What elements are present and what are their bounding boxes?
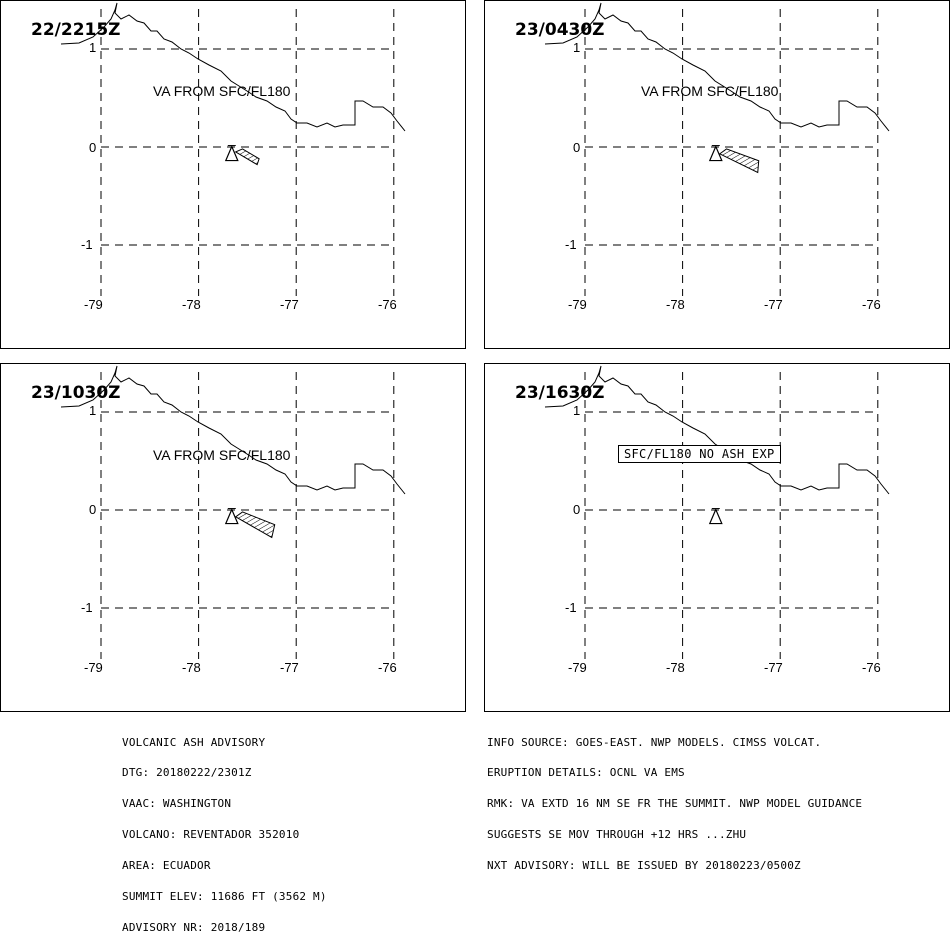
advisory-line: VOLCANIC ASH ADVISORY	[122, 735, 266, 749]
map-svg-3	[60, 365, 406, 659]
map-panel-4: 23/1630Z SFC/FL180 NO ASH EXP 1 0 -1 -79…	[484, 363, 950, 712]
advisory-line: DTG: 20180222/2301Z	[122, 766, 252, 780]
ash-label: VA FROM SFC/FL180	[153, 83, 291, 99]
lon-tick-76: -76	[378, 297, 397, 312]
map-svg-4	[544, 365, 890, 659]
advisory-line: ADVISORY NR: 2018/189	[122, 920, 266, 934]
lat-tick-1: 1	[573, 403, 581, 418]
coastline	[544, 365, 890, 495]
map-panel-1: 22/2215Z VA FROM SFC/FL180 1 0 -1 -79 -7…	[0, 0, 466, 349]
ash-label: VA FROM SFC/FL180	[153, 447, 291, 463]
lon-tick-78: -78	[666, 297, 685, 312]
no-ash-label: SFC/FL180 NO ASH EXP	[618, 445, 781, 463]
lon-tick-77: -77	[280, 297, 299, 312]
lon-tick-78: -78	[182, 660, 201, 675]
advisory-line: AREA: ECUADOR	[122, 859, 211, 873]
lon-tick-79: -79	[84, 297, 103, 312]
lat-tick-neg1: -1	[565, 237, 577, 252]
lon-tick-76: -76	[862, 297, 881, 312]
lon-tick-76: -76	[862, 660, 881, 675]
lon-tick-77: -77	[764, 660, 783, 675]
advisory-left: VOLCANIC ASH ADVISORY DTG: 20180222/2301…	[122, 717, 327, 944]
lat-tick-1: 1	[89, 40, 97, 55]
lon-tick-79: -79	[568, 660, 587, 675]
lon-tick-77: -77	[280, 660, 299, 675]
coastline	[60, 365, 406, 495]
advisory-line: INFO SOURCE: GOES-EAST. NWP MODELS. CIMS…	[487, 735, 822, 749]
panel-timestamp: 23/1030Z	[31, 383, 121, 403]
lat-tick-0: 0	[89, 502, 97, 517]
lat-tick-1: 1	[573, 40, 581, 55]
map-svg-1	[60, 2, 406, 296]
coastline	[544, 2, 890, 132]
advisory-line: VAAC: WASHINGTON	[122, 797, 232, 811]
advisory-line: SUGGESTS SE MOV THROUGH +12 HRS ...ZHU	[487, 828, 747, 842]
advisory-line: SUMMIT ELEV: 11686 FT (3562 M)	[122, 890, 327, 904]
lat-tick-neg1: -1	[565, 600, 577, 615]
panel-timestamp: 22/2215Z	[31, 20, 121, 40]
volcano-icon	[708, 145, 723, 162]
volcano-icon	[224, 508, 239, 525]
coastline	[60, 2, 406, 132]
lat-tick-0: 0	[573, 502, 581, 517]
lat-tick-0: 0	[89, 140, 97, 155]
panel-timestamp: 23/1630Z	[515, 383, 605, 403]
ash-cloud-polygon	[718, 148, 760, 174]
lat-tick-1: 1	[89, 403, 97, 418]
lon-tick-78: -78	[666, 660, 685, 675]
lon-tick-79: -79	[568, 297, 587, 312]
advisory-line: NXT ADVISORY: WILL BE ISSUED BY 20180223…	[487, 859, 801, 873]
map-panel-3: 23/1030Z VA FROM SFC/FL180 1 0 -1 -79 -7…	[0, 363, 466, 712]
advisory-line: RMK: VA EXTD 16 NM SE FR THE SUMMIT. NWP…	[487, 797, 863, 811]
map-panel-2: 23/0430Z VA FROM SFC/FL180 1 0 -1 -79 -7…	[484, 0, 950, 349]
advisory-right: INFO SOURCE: GOES-EAST. NWP MODELS. CIMS…	[487, 717, 862, 882]
ash-label: VA FROM SFC/FL180	[641, 83, 779, 99]
lon-tick-77: -77	[764, 297, 783, 312]
ash-cloud-polygon	[234, 511, 276, 539]
lat-tick-neg1: -1	[81, 237, 93, 252]
lat-tick-0: 0	[573, 140, 581, 155]
panel-timestamp: 23/0430Z	[515, 20, 605, 40]
volcano-icon	[708, 508, 723, 525]
advisory-line: ERUPTION DETAILS: OCNL VA EMS	[487, 766, 685, 780]
lon-tick-79: -79	[84, 660, 103, 675]
map-svg-2	[544, 2, 890, 296]
lon-tick-76: -76	[378, 660, 397, 675]
lon-tick-78: -78	[182, 297, 201, 312]
lat-tick-neg1: -1	[81, 600, 93, 615]
volcano-icon	[224, 145, 239, 162]
ash-cloud-polygon	[234, 148, 260, 166]
advisory-line: VOLCANO: REVENTADOR 352010	[122, 828, 300, 842]
